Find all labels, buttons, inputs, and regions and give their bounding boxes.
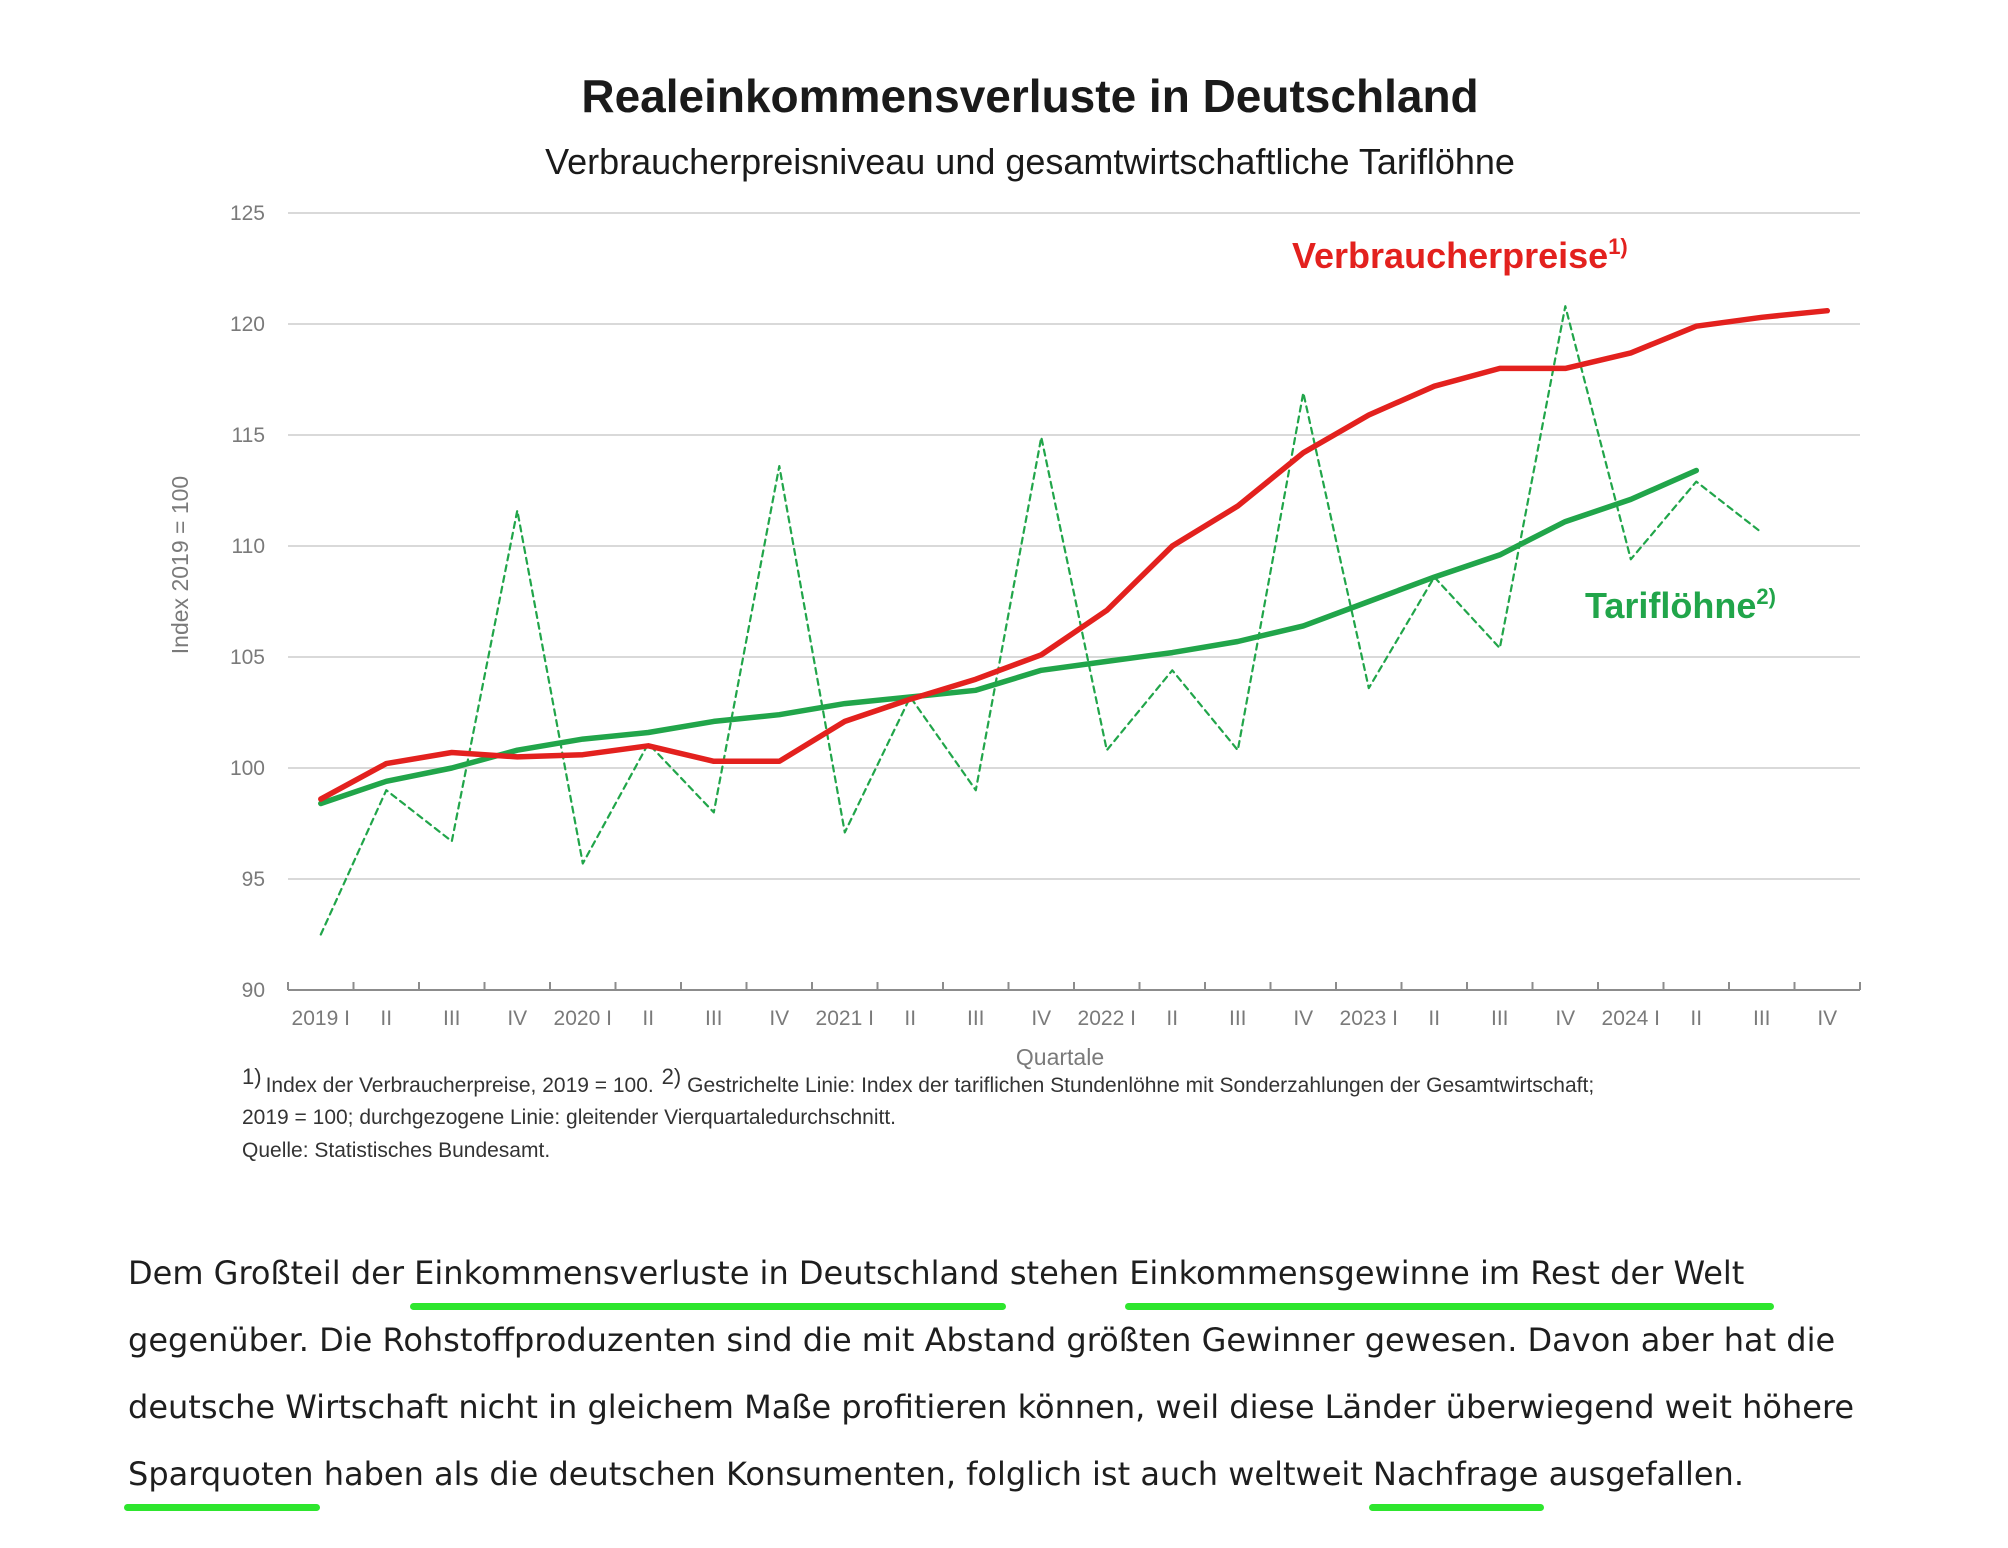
x-axis-title: Quartale bbox=[1016, 1044, 1104, 1070]
x-tick-label: IV bbox=[1817, 1007, 1837, 1030]
series-line-1 bbox=[319, 305, 1763, 936]
y-tick-label: 90 bbox=[242, 979, 265, 1002]
highlight-einkommensgewinne: Einkommensgewinne im Rest der Welt bbox=[1129, 1254, 1745, 1292]
x-tick-label: III bbox=[443, 1007, 461, 1030]
x-tick-label: II bbox=[904, 1007, 916, 1030]
chart-figure: Realeinkommensverluste in Deutschland Ve… bbox=[167, 70, 1861, 1162]
chart-title: Realeinkommensverluste in Deutschland bbox=[581, 70, 1478, 122]
y-tick-label: 115 bbox=[232, 424, 265, 447]
x-tick-label: II bbox=[1690, 1007, 1702, 1030]
x-tick-label: 2019 I bbox=[292, 1007, 350, 1030]
series-lines bbox=[318, 305, 1831, 936]
x-tick-label: IV bbox=[769, 1007, 789, 1030]
y-tick-label: 110 bbox=[232, 535, 265, 558]
article-text-1: Dem Großteil der bbox=[128, 1254, 415, 1292]
highlight-nachfrage: Nachfrage bbox=[1373, 1455, 1539, 1493]
footnote-mark-2: 2) bbox=[662, 1064, 682, 1089]
legend-label-tarifloehne-sup: 2) bbox=[1756, 584, 1776, 609]
x-tick-label: II bbox=[380, 1007, 392, 1030]
x-tick-label: III bbox=[1229, 1007, 1247, 1030]
y-tick-label: 120 bbox=[230, 313, 265, 336]
legend-label-tarifloehne-text: Tariflöhne bbox=[1585, 585, 1756, 626]
article-text-5: ausgefallen. bbox=[1538, 1455, 1744, 1493]
x-tick-label: III bbox=[705, 1007, 723, 1030]
x-tick-label: II bbox=[642, 1007, 654, 1030]
legend-label-verbraucherpreise-text: Verbraucherpreise bbox=[1292, 235, 1608, 276]
article-text-3: gegenüber. Die Rohstoffproduzenten sind … bbox=[128, 1321, 1855, 1426]
x-tick-label: IV bbox=[1031, 1007, 1051, 1030]
series-line-0 bbox=[318, 307, 1831, 802]
footnote-text-1: Index der Verbraucherpreise, 2019 = 100. bbox=[266, 1074, 660, 1097]
footnote-text-2: Gestrichelte Linie: Index der tarifliche… bbox=[687, 1074, 1594, 1097]
legend-label-verbraucherpreise: Verbraucherpreise1) bbox=[1292, 234, 1628, 276]
x-tick-label: IV bbox=[507, 1007, 527, 1030]
x-tick-label: 2023 I bbox=[1340, 1007, 1398, 1030]
x-tick-label: III bbox=[967, 1007, 985, 1030]
chart-svg: Realeinkommensverluste in Deutschland Ve… bbox=[167, 70, 1861, 1162]
y-tick-label: 95 bbox=[242, 868, 265, 891]
highlight-sparquoten: Sparquoten bbox=[128, 1455, 314, 1493]
x-tick-label: 2024 I bbox=[1602, 1007, 1660, 1030]
x-axis-ticks: 2019 I II III IV 2020 I II III IV 2021 I II III IV 2… bbox=[287, 982, 1861, 1030]
article-paragraph: Dem Großteil der Einkommensverluste in D… bbox=[128, 1240, 1928, 1508]
chart-subtitle: Verbraucherpreisniveau und gesamtwirtsch… bbox=[545, 141, 1515, 182]
footnote-mark-1: 1) bbox=[242, 1064, 262, 1089]
highlight-einkommensverluste: Einkommensverluste in Deutschland bbox=[414, 1254, 1000, 1292]
article-text-2: stehen bbox=[999, 1254, 1130, 1292]
article-text-4: haben als die deutschen Konsumenten, fol… bbox=[313, 1455, 1374, 1493]
y-tick-label: 125 bbox=[230, 202, 265, 225]
y-tick-label: 105 bbox=[230, 646, 265, 669]
gridlines bbox=[288, 212, 1860, 991]
x-tick-label: 2021 I bbox=[816, 1007, 874, 1030]
footnote-line-1: 1) Index der Verbraucherpreise, 2019 = 10… bbox=[242, 1064, 1594, 1097]
x-tick-label: III bbox=[1491, 1007, 1509, 1030]
x-tick-label: III bbox=[1753, 1007, 1771, 1030]
legend-label-verbraucherpreise-sup: 1) bbox=[1608, 234, 1628, 259]
x-tick-label: 2020 I bbox=[554, 1007, 612, 1030]
footnote-source: Quelle: Statistisches Bundesamt. bbox=[242, 1139, 550, 1162]
y-axis-ticks: 90 95 100 105 110 115 120 125 bbox=[230, 202, 265, 1002]
x-tick-label: II bbox=[1428, 1007, 1440, 1030]
series-line-2 bbox=[318, 467, 1700, 807]
y-axis-title: Index 2019 = 100 bbox=[167, 476, 193, 654]
x-tick-label: 2022 I bbox=[1078, 1007, 1136, 1030]
x-tick-label: II bbox=[1166, 1007, 1178, 1030]
footnote-line-2: 2019 = 100; durchgezogene Linie: gleiten… bbox=[242, 1106, 896, 1129]
x-tick-label: IV bbox=[1293, 1007, 1313, 1030]
legend-label-tarifloehne: Tariflöhne2) bbox=[1585, 584, 1776, 626]
x-tick-label: IV bbox=[1555, 1007, 1575, 1030]
y-tick-label: 100 bbox=[230, 757, 265, 780]
